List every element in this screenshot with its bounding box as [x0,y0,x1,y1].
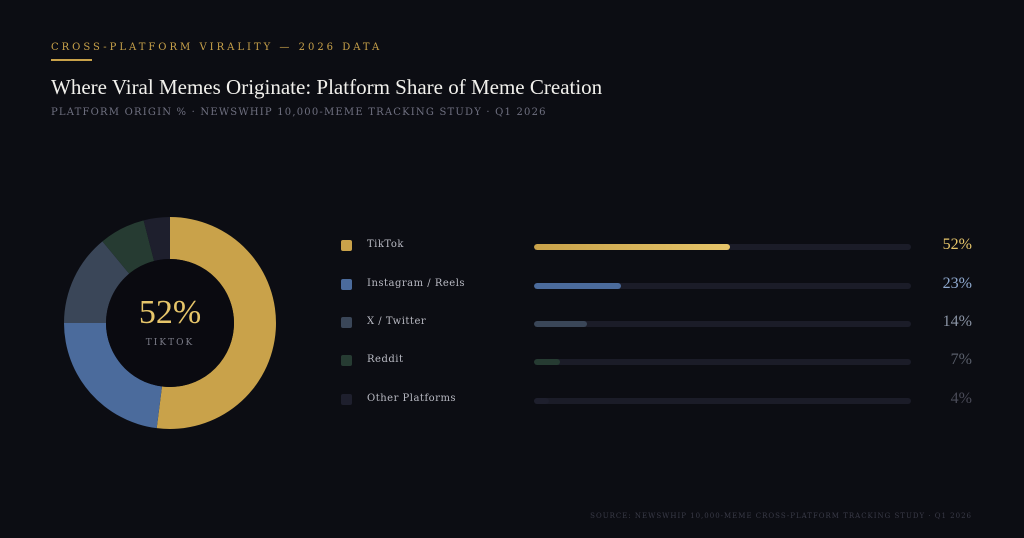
legend-swatch-reddit [341,355,352,366]
bar-fill-instagram [534,283,621,289]
chart-subtitle: PLATFORM ORIGIN % · NEWSWHIP 10,000-MEME… [51,107,547,118]
donut-hole [106,259,234,387]
bar-fill-other [534,398,550,404]
donut-center-label: TIKTOK [145,338,195,348]
legend-value-other: 4% [950,390,972,407]
donut-slice-tiktok [156,217,276,429]
legend-swatch-other [341,394,352,405]
bar-track-x-twitter [534,321,911,327]
legend-row-reddit: Reddit 7% [341,351,981,371]
legend-value-tiktok: 52% [942,236,972,253]
chart-title: Where Viral Memes Originate: Platform Sh… [51,75,603,99]
legend-label-other: Other Platforms [367,393,457,404]
legend-row-other: Other Platforms 4% [341,390,981,410]
donut-slice-x-twitter [64,241,130,323]
legend-label-x-twitter: X / Twitter [367,316,427,327]
legend-swatch-x-twitter [341,317,352,328]
bar-track-other [534,398,911,404]
bar-track-reddit [534,359,911,365]
bar-fill-tiktok [534,244,731,250]
donut-center-value: 52% [138,294,202,331]
donut-slice-instagram [64,323,162,429]
legend-label-reddit: Reddit [367,354,404,365]
legend-row-x-twitter: X / Twitter 14% [341,313,981,333]
eyebrow-divider [51,59,92,61]
bar-fill-x-twitter [534,321,587,327]
legend-swatch-tiktok [341,240,352,251]
source-note: SOURCE: NEWSWHIP 10,000-MEME CROSS-PLATF… [590,512,972,520]
eyebrow-label: CROSS-PLATFORM VIRALITY — 2026 DATA [51,42,383,53]
legend-label-tiktok: TikTok [367,239,404,250]
bar-fill-reddit [534,359,561,365]
donut-slice-other [143,217,170,262]
legend-label-instagram: Instagram / Reels [367,278,466,289]
legend-swatch-instagram [341,279,352,290]
donut-slice-reddit [102,220,155,274]
legend-value-x-twitter: 14% [942,313,972,330]
legend-row-instagram: Instagram / Reels 23% [341,275,981,295]
bar-track-tiktok [534,244,911,250]
legend-row-tiktok: TikTok 52% [341,236,981,256]
legend-value-instagram: 23% [942,275,972,292]
legend-value-reddit: 7% [950,351,972,368]
bar-track-instagram [534,283,911,289]
